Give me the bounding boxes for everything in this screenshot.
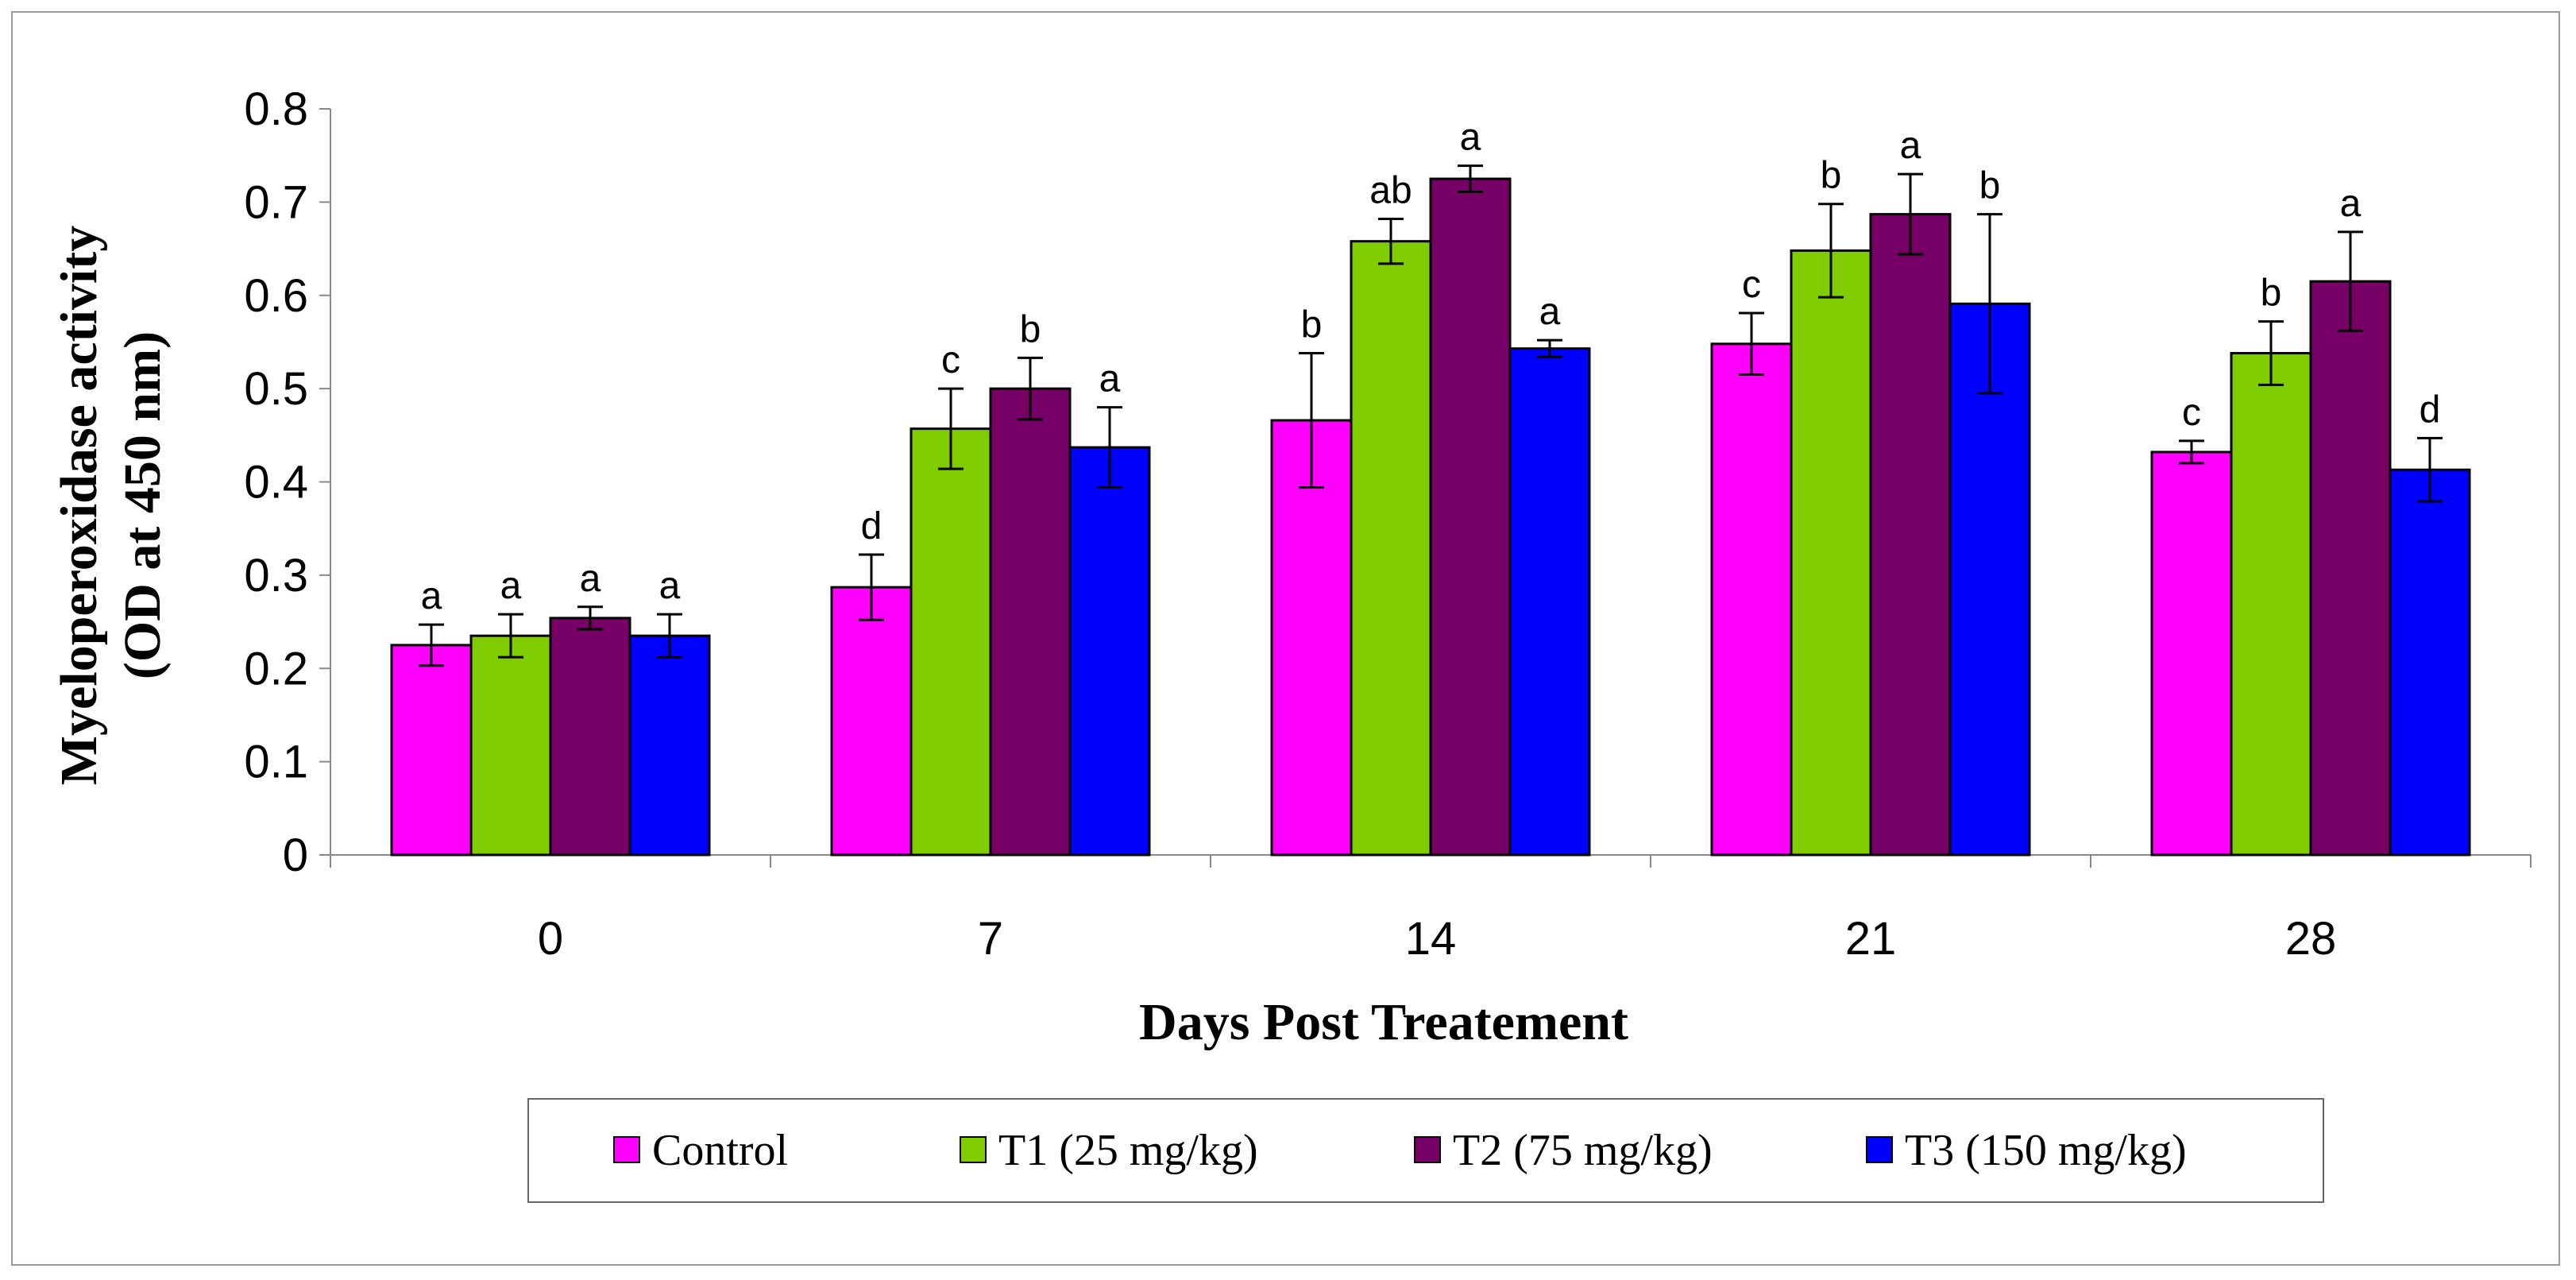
legend-swatch-t1 — [960, 1136, 987, 1163]
significance-label: b — [1020, 308, 1041, 350]
y-tick-label: 0.2 — [244, 643, 308, 694]
bar — [2150, 451, 2233, 857]
bar — [1350, 240, 1432, 857]
y-axis-title-line-1: Myeloperoxidase activity — [50, 226, 108, 785]
significance-label: c — [941, 339, 960, 381]
y-axis-title-line-2: (OD at 450 nm) — [114, 331, 172, 679]
bar — [2389, 468, 2471, 857]
bar — [1429, 177, 1512, 857]
y-tick-label: 0 — [283, 829, 308, 881]
significance-label: a — [500, 565, 522, 607]
y-tick-label: 0.4 — [244, 457, 308, 509]
y-tick-label: 0.5 — [244, 363, 308, 415]
y-tick-label: 0.3 — [244, 550, 308, 601]
x-tick-label: 21 — [1845, 913, 1897, 965]
significance-label: a — [1099, 358, 1121, 400]
bar — [1068, 446, 1151, 857]
x-tick-label: 14 — [1405, 913, 1457, 965]
significance-label: ab — [1369, 170, 1412, 212]
bar — [1948, 302, 2031, 857]
significance-label: c — [1742, 264, 1761, 306]
bar — [1270, 419, 1353, 857]
x-axis-title: Days Post Treatement — [1139, 993, 1628, 1051]
significance-label: a — [580, 558, 601, 600]
significance-label: a — [2340, 183, 2362, 225]
legend-label-t2: T2 (75 mg/kg) — [1453, 1126, 1713, 1175]
bar — [469, 634, 552, 857]
bar-chart: 0 0.1 0.2 0.3 0.4 0.5 0.6 0.7 0.8 0 7 14 21 28 a d b c c a c… — [50, 83, 2532, 1203]
significance-label: b — [1821, 155, 1842, 197]
significance-label: b — [2261, 273, 2282, 315]
bar — [910, 427, 992, 857]
legend-swatch-control — [613, 1136, 640, 1163]
bar — [2230, 352, 2312, 857]
bar — [628, 634, 711, 857]
y-tick-label: 0.7 — [244, 176, 308, 228]
y-tick-label: 0.1 — [244, 737, 308, 788]
bar — [830, 586, 913, 857]
bar — [2309, 280, 2392, 857]
significance-label: a — [421, 575, 442, 617]
significance-label: d — [861, 505, 882, 547]
bar — [1508, 347, 1591, 857]
bars-layer — [390, 164, 2471, 857]
significance-label: a — [1539, 291, 1561, 333]
bar — [1869, 213, 1952, 857]
bar — [390, 644, 473, 857]
bar — [549, 617, 631, 857]
significance-label: a — [1900, 125, 1921, 167]
x-tick-label: 7 — [978, 913, 1003, 965]
legend: Control T1 (25 mg/kg) T2 (75 mg/kg) T3 (… — [527, 1098, 2324, 1203]
y-axis-title: Myeloperoxidase activity (OD at 450 nm) — [50, 226, 172, 785]
y-tick-label: 0.8 — [244, 83, 308, 135]
bar — [1790, 249, 1872, 857]
legend-swatch-t2 — [1414, 1136, 1441, 1163]
significance-label: c — [2182, 392, 2201, 434]
legend-label-control: Control — [652, 1126, 788, 1175]
x-tick-label: 0 — [538, 913, 563, 965]
legend-swatch-t3 — [1866, 1136, 1893, 1163]
significance-label: d — [2420, 389, 2441, 431]
bar — [1710, 342, 1793, 857]
bar — [989, 387, 1072, 857]
chart-frame: 0 0.1 0.2 0.3 0.4 0.5 0.6 0.7 0.8 0 7 14 21 28 a d b c c a c… — [11, 11, 2560, 1266]
significance-label: a — [1460, 117, 1481, 159]
x-tick-label: 28 — [2285, 913, 2337, 965]
labels-layer: 0 0.1 0.2 0.3 0.4 0.5 0.6 0.7 0.8 0 7 14 21 28 a d b c c a c… — [244, 83, 2440, 965]
significance-label: b — [1979, 165, 2001, 207]
y-tick-label: 0.6 — [244, 270, 308, 322]
significance-label: a — [659, 565, 681, 607]
legend-label-t1: T1 (25 mg/kg) — [998, 1126, 1258, 1175]
legend-label-t3: T3 (150 mg/kg) — [1905, 1126, 2187, 1175]
significance-label: b — [1301, 304, 1323, 346]
